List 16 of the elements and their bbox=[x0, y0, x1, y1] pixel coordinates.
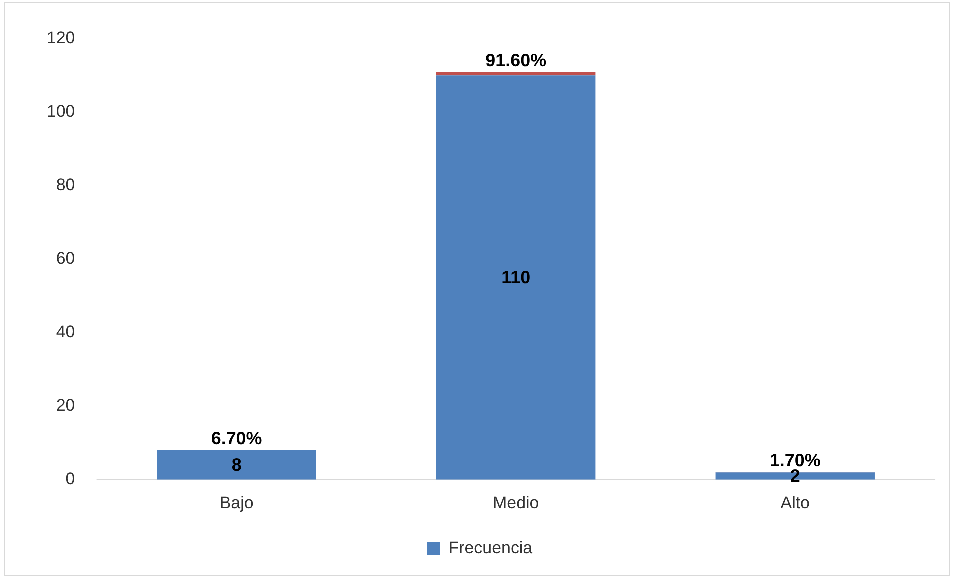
y-tick-label: 100 bbox=[46, 102, 76, 122]
y-tick-label: 0 bbox=[66, 470, 76, 489]
data-label: 91.60% bbox=[486, 50, 547, 70]
y-tick-label: 20 bbox=[56, 396, 76, 416]
x-tick-label: Medio bbox=[493, 494, 540, 513]
data-label: 6.70% bbox=[211, 428, 262, 448]
y-tick-label: 80 bbox=[56, 176, 76, 195]
y-tick-label: 120 bbox=[46, 28, 76, 48]
data-label: 1.70% bbox=[770, 450, 821, 471]
x-tick-label: Alto bbox=[780, 494, 810, 513]
data-label: 110 bbox=[502, 268, 531, 288]
data-label: 8 bbox=[232, 455, 242, 476]
x-tick-label: Bajo bbox=[220, 494, 254, 513]
y-tick-label: 40 bbox=[56, 322, 76, 342]
legend-label: Frecuencia bbox=[448, 538, 534, 558]
y-tick-label: 60 bbox=[56, 249, 76, 268]
